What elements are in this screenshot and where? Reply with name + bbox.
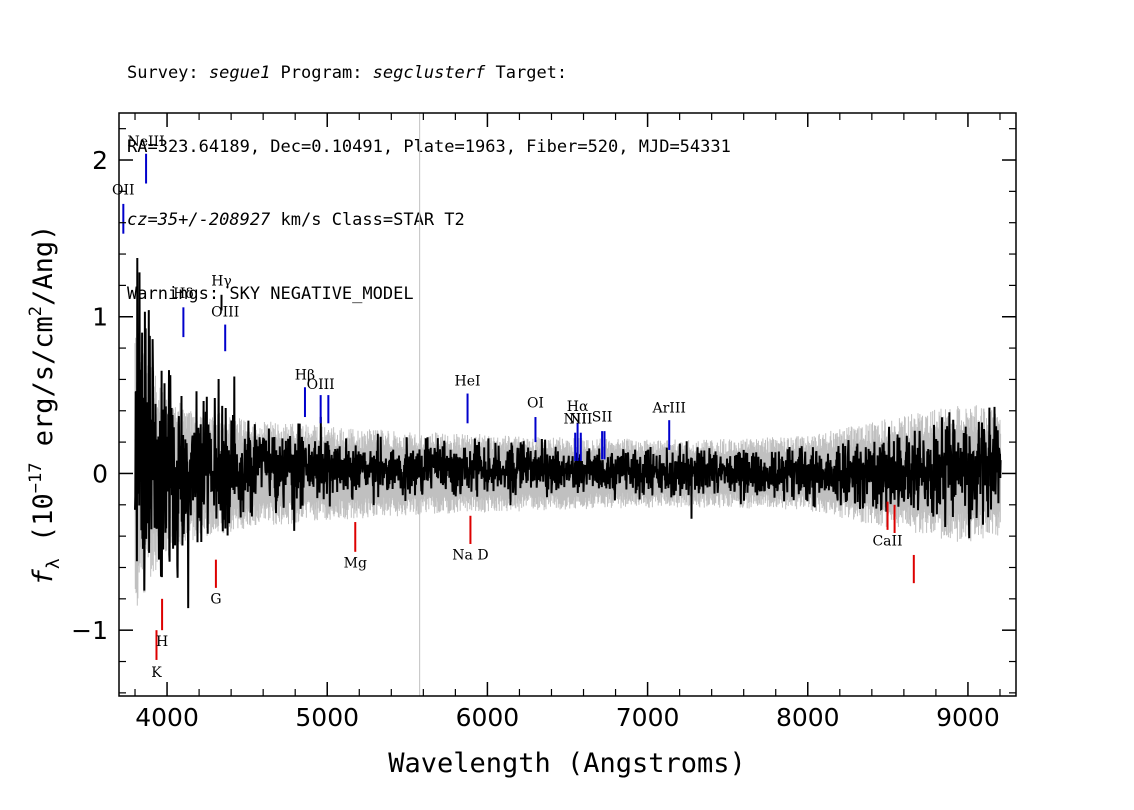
- plot-frame: [118, 112, 1017, 697]
- x-tick-label-1: 5000: [295, 703, 359, 732]
- spectral-line-markers: [122, 153, 915, 660]
- survey-label: Survey:: [127, 63, 209, 83]
- emission-line-label-9: OI: [527, 396, 544, 412]
- emission-line-label-2: Hδ: [173, 286, 194, 302]
- emission-line-label-10: NII: [564, 411, 587, 427]
- target-label: Target:: [485, 63, 568, 83]
- emission-line-label-6: OIII: [307, 377, 335, 393]
- class-value: km/s Class=STAR T2: [270, 210, 465, 230]
- header-line-warnings: Warnings: SKY NEGATIVE_MODEL: [127, 283, 414, 304]
- emission-line-label-11: Hα: [567, 399, 589, 415]
- header-line-coordinates: RA=323.64189, Dec=0.10491, Plate=1963, F…: [127, 136, 731, 157]
- x-tick-label-5: 9000: [936, 703, 1000, 732]
- emission-line-label-1: NeIII: [127, 134, 164, 150]
- emission-line-label-15: ArIII: [652, 400, 686, 416]
- y-tick-label-1: 0: [92, 459, 108, 488]
- y-tick-label-0: −1: [71, 616, 108, 645]
- x-tick-label-4: 8000: [776, 703, 840, 732]
- y-tick-label-2: 1: [92, 303, 108, 332]
- emission-line-label-8: HeI: [455, 374, 481, 390]
- emission-line-label-3: Hγ: [211, 273, 232, 289]
- program-value: segclusterf: [372, 63, 486, 83]
- absorption-line-label-0: K: [151, 665, 162, 681]
- x-axis-title: Wavelength (Angstroms): [388, 748, 746, 779]
- absorption-line-label-5: CaII: [872, 534, 902, 550]
- x-tick-label-2: 6000: [456, 703, 520, 732]
- x-tick-label-3: 7000: [616, 703, 680, 732]
- spectrum-header: Survey: segue1 Program: segclusterf Targ…: [127, 12, 731, 331]
- emission-line-label-0: OII: [112, 182, 135, 198]
- x-tick-label-0: 4000: [135, 703, 199, 732]
- header-line-survey: Survey: segue1 Program: segclusterf Targ…: [127, 61, 731, 86]
- emission-line-label-12: NII: [569, 411, 592, 427]
- emission-line-label-5: Hβ: [295, 367, 315, 383]
- header-line-redshift: cz=35+/-208927 km/s Class=STAR T2: [127, 208, 731, 233]
- absorption-line-label-3: Mg: [344, 555, 367, 571]
- y-tick-label-3: 2: [92, 146, 108, 175]
- absorption-line-label-1: H: [156, 634, 168, 650]
- axis-ticks: 4000 5000 6000 7000 8000 9000 −1 0 1 2: [71, 113, 1016, 732]
- redshift-value: cz=35+/-208927: [127, 210, 271, 230]
- plot-area: [122, 113, 1002, 696]
- survey-value: segue1: [208, 63, 271, 83]
- absorption-line-label-2: G: [210, 592, 221, 608]
- program-label: Program:: [270, 63, 373, 83]
- absorption-line-label-4: Na D: [452, 548, 488, 564]
- emission-line-label-4: OIII: [211, 305, 239, 321]
- emission-line-label-13: SII: [592, 410, 613, 426]
- y-axis-title: fλ (10−17 erg/s/cm2/Ang): [26, 225, 64, 586]
- flux-series: [134, 257, 1002, 609]
